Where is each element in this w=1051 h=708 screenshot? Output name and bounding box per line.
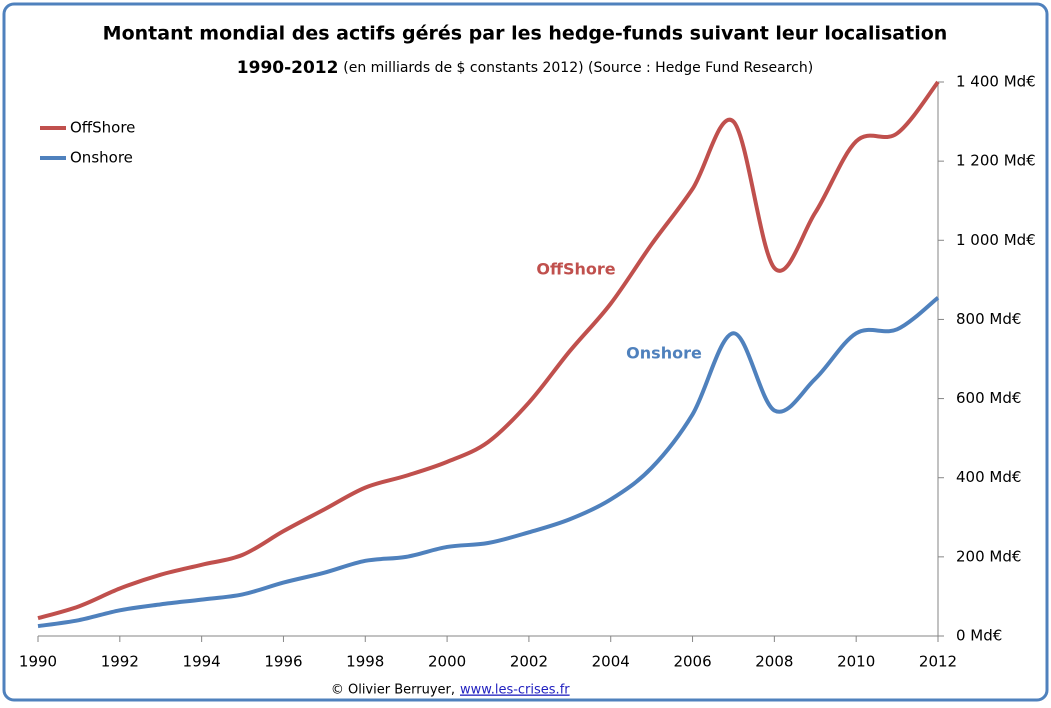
legend-label: OffShore	[70, 119, 135, 137]
x-tick-label: 2000	[428, 653, 466, 671]
source: © Olivier Berruyer,	[331, 683, 455, 698]
line	[37, 296, 940, 629]
x-tick-label: 2004	[592, 653, 630, 671]
subtitle-years: 1990-2012	[237, 58, 339, 78]
x-tick-label: 1996	[264, 653, 302, 671]
x-tick-label: 2002	[510, 653, 548, 671]
x-tick-label: 1998	[346, 653, 384, 671]
annotation: OffShore	[536, 260, 615, 279]
y-tick-label: 800 Md€	[956, 310, 1021, 328]
y-tick-label: 400 Md€	[956, 468, 1021, 486]
x-tick-label: 1992	[101, 653, 139, 671]
y-tick-label: 200 Md€	[956, 547, 1021, 565]
y-tick-label: 1 400 Md€	[956, 73, 1036, 91]
x-tick-label: 2012	[919, 653, 957, 671]
y-tick-label: 1 200 Md€	[956, 152, 1036, 170]
y-tick-label: 1 000 Md€	[956, 231, 1036, 249]
source-link[interactable]: www.les-crises.fr	[460, 683, 570, 698]
y-tick-label: 600 Md€	[956, 389, 1021, 407]
chart-subtitle: 1990-2012 (en milliards de $ constants 2…	[237, 58, 813, 78]
x-tick-label: 2008	[755, 653, 793, 671]
chart-title: Montant mondial des actifs gérés par les…	[103, 23, 948, 45]
annotation: Onshore	[626, 344, 702, 363]
x-tick-label: 2006	[673, 653, 711, 671]
line	[37, 80, 940, 621]
legend-label: Onshore	[70, 149, 133, 167]
y-tick-label: 0 Md€	[956, 627, 1002, 645]
x-tick-label: 1994	[183, 653, 221, 671]
subtitle-text: (en milliards de $ constants 2012) (Sour…	[343, 60, 813, 76]
x-tick-label: 1990	[19, 653, 57, 671]
x-tick-label: 2010	[837, 653, 875, 671]
